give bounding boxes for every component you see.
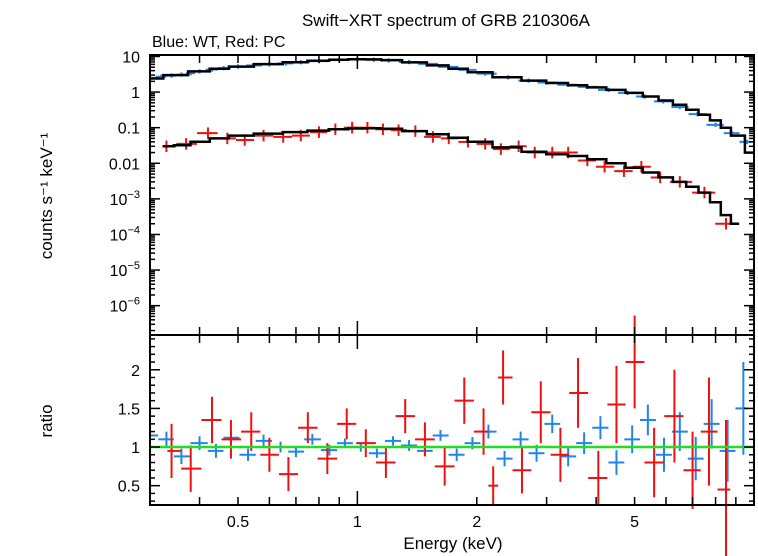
ratio-pc-point: [201, 396, 222, 444]
ratio-wt-point: [655, 437, 672, 472]
ratio-pc-point: [356, 429, 376, 458]
ratio-wt-point: [624, 425, 641, 454]
ratio-wt-point: [239, 448, 256, 461]
y-tick-label: 10−3: [110, 189, 140, 209]
ratio-pc-point: [434, 447, 455, 486]
y-tick-label: 0.01: [109, 156, 140, 173]
spectrum-series-layer: [149, 57, 754, 230]
spectrum-y-axis-label: counts s⁻¹ keV⁻¹: [37, 132, 56, 259]
ratio-wt-point: [640, 404, 656, 436]
ratio-panel-frame: [149, 334, 755, 506]
ratio-y-axis-label: ratio: [37, 404, 56, 437]
ratio-pc-point: [278, 457, 299, 492]
y-tick-label: 1.5: [118, 401, 140, 418]
spectrum-pc-point: [614, 165, 633, 177]
y-tick-label: 0.5: [118, 479, 140, 496]
ratio-pc-point: [454, 377, 474, 424]
spectrum-pc-point: [476, 138, 494, 150]
ratio-wt-point: [687, 437, 704, 481]
spectrum-panel-frame: [149, 54, 755, 336]
ratio-series-layer: [149, 315, 754, 556]
ratio-pc-point: [375, 447, 396, 478]
x-axis: 0.5 1 2 5: [149, 55, 755, 531]
ratio-wt-point: [592, 416, 609, 440]
ratio-pc-point: [644, 427, 665, 498]
ratio-wt-point: [703, 399, 720, 449]
wt-model-line: [150, 57, 754, 154]
ratio-wt-point: [448, 448, 465, 461]
ratio-pc-point: [415, 422, 435, 457]
ratio-wt-point: [401, 440, 417, 451]
ratio-pc-point: [221, 420, 242, 459]
ratio-pc-point: [260, 437, 279, 472]
ratio-pc-point: [241, 412, 261, 451]
spectrum-pc-point: [715, 218, 731, 230]
ratio-wt-point: [432, 430, 449, 441]
x-axis-label: Energy (keV): [403, 534, 502, 553]
y-tick-label: 10: [122, 49, 140, 66]
ratio-wt-point: [576, 432, 593, 454]
ratio-wt-point: [384, 436, 402, 446]
spectrum-pc-point: [254, 129, 274, 142]
pc-model-line: [163, 127, 740, 226]
x-tick-label: 0.5: [227, 514, 249, 531]
y-tick-label: 1: [131, 85, 140, 102]
ratio-wt-point: [512, 431, 529, 448]
ratio-panel: 0.5 1 1.5 2 ratio: [37, 315, 755, 556]
x-tick-label: 1: [353, 514, 362, 531]
ratio-pc-point: [337, 408, 357, 440]
ratio-pc-point: [588, 450, 608, 505]
ratio-wt-point: [149, 426, 159, 445]
ratio-pc-point: [569, 358, 589, 428]
x-tick-label: 2: [472, 514, 481, 531]
y-tick-label: 0.1: [118, 121, 140, 138]
ratio-wt-point: [719, 420, 736, 482]
ratio-pc-point: [607, 365, 626, 444]
ratio-wt-point: [496, 450, 513, 467]
spectrum-pc-point: [176, 138, 198, 150]
spectrum-panel: 10 1 0.1 0.01 10−3 10−4 10−5 10−6 counts s⁻¹ ke…: [37, 49, 755, 336]
ratio-wt-point: [368, 448, 385, 458]
ratio-pc-point: [298, 412, 318, 444]
ratio-pc-point: [512, 447, 532, 494]
x-tick-label: 5: [630, 514, 639, 531]
ratio-pc-point: [167, 423, 182, 478]
ratio-wt-point: [544, 414, 561, 434]
y-tick-label: 1: [131, 440, 140, 457]
spectrum-pc-point: [493, 143, 510, 155]
ratio-wt-point: [560, 446, 577, 467]
spectrum-pc-point: [197, 127, 218, 139]
ratio-pc-point: [550, 427, 570, 482]
y-tick-label: 10−4: [110, 224, 140, 244]
ratio-pc-point: [317, 443, 338, 475]
spectrum-pc-point: [595, 160, 615, 173]
ratio-pc-point: [683, 431, 701, 509]
ratio-wt-point: [173, 448, 191, 465]
ratio-pc-point: [395, 399, 416, 434]
ratio-pc-point: [498, 350, 513, 405]
ratio-pc-point: [700, 377, 718, 486]
chart-title: Swift−XRT spectrum of GRB 210306A: [302, 11, 591, 30]
y-tick-label: 10−6: [110, 296, 140, 316]
spectrum-pc-point: [309, 126, 328, 138]
chart-subtitle: Blue: WT, Red: PC: [152, 34, 285, 51]
ratio-pc-point: [488, 466, 499, 505]
ratio-wt-point: [304, 433, 321, 445]
ratio-pc-point: [531, 381, 551, 444]
ratio-pc-point: [181, 445, 202, 492]
spectrum-y-axis: 10 1 0.1 0.01 10−3 10−4 10−5 10−6: [109, 49, 754, 332]
y-tick-label: 10−5: [110, 260, 140, 280]
ratio-pc-point: [717, 420, 731, 556]
ratio-wt-point: [608, 450, 625, 475]
ratio-y-axis: 0.5 1 1.5 2: [118, 338, 754, 502]
y-tick-label: 2: [131, 363, 140, 380]
